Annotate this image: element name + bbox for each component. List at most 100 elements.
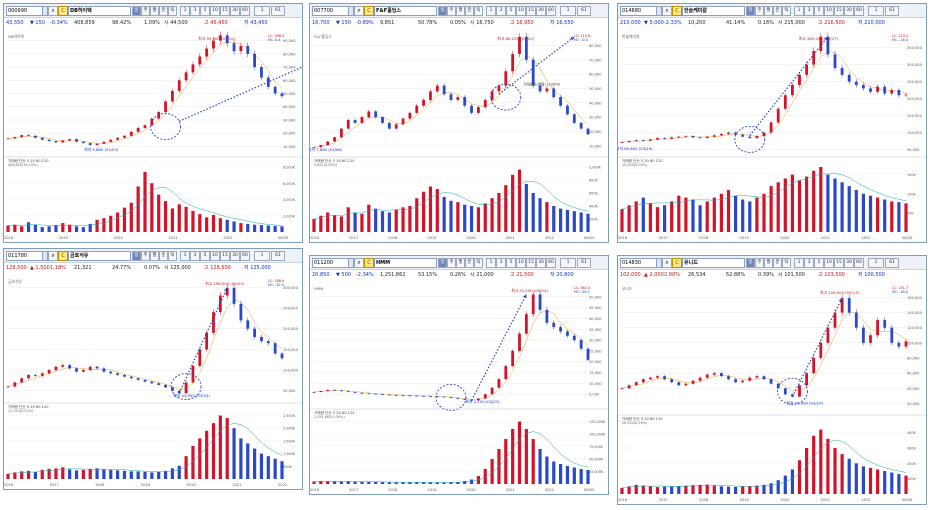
unit-button-10[interactable]: 10 (210, 251, 220, 261)
unit-button-1[interactable]: 1 (794, 6, 804, 16)
count-input[interactable]: 1 (868, 6, 884, 16)
unit-button-1[interactable]: 1 (794, 258, 804, 268)
period-button-2[interactable]: 월 (456, 258, 465, 268)
unit-button-60[interactable]: 60 (546, 6, 556, 16)
unit-button-3[interactable]: 3 (190, 6, 200, 16)
unit-button-10[interactable]: 10 (210, 6, 220, 16)
unit-button-1[interactable]: 1 (486, 6, 496, 16)
code-dropdown-icon[interactable] (656, 258, 662, 268)
unit-button-5[interactable]: 5 (200, 251, 210, 261)
period-button-0[interactable]: 일 (746, 6, 755, 16)
count2-input[interactable]: 61 (271, 6, 285, 16)
period-button-3[interactable]: 분 (773, 258, 782, 268)
code-dropdown-icon[interactable] (42, 251, 48, 261)
unit-button-30[interactable]: 30 (844, 258, 854, 268)
count2-input[interactable]: 61 (885, 6, 899, 16)
unit-button-1[interactable]: 1 (180, 251, 190, 261)
unit-button-3[interactable]: 3 (190, 251, 200, 261)
unit-button-30[interactable]: 30 (536, 258, 546, 268)
search-icon[interactable]: ⌕ (662, 6, 672, 16)
count-input[interactable]: 1 (254, 251, 270, 261)
period-button-1[interactable]: 주 (447, 6, 456, 16)
period-button-3[interactable]: 분 (773, 6, 782, 16)
period-button-0[interactable]: 일 (132, 6, 141, 16)
count2-input[interactable]: 61 (885, 258, 899, 268)
unit-button-15[interactable]: 15 (220, 251, 230, 261)
period-button-1[interactable]: 주 (755, 6, 764, 16)
search-icon[interactable]: ⌕ (48, 251, 58, 261)
unit-button-5[interactable]: 5 (506, 258, 516, 268)
stock-code-input[interactable]: 014830 (620, 258, 657, 268)
unit-button-1[interactable]: 1 (486, 258, 496, 268)
period-button-1[interactable]: 주 (755, 258, 764, 268)
unit-button-5[interactable]: 5 (200, 6, 210, 16)
unit-button-15[interactable]: 15 (220, 6, 230, 16)
period-button-3[interactable]: 분 (159, 6, 168, 16)
unit-button-30[interactable]: 30 (536, 6, 546, 16)
unit-button-60[interactable]: 60 (240, 6, 250, 16)
unit-button-30[interactable]: 30 (230, 6, 240, 16)
period-button-3[interactable]: 분 (465, 258, 474, 268)
unit-button-30[interactable]: 30 (230, 251, 240, 261)
unit-button-1[interactable]: 1 (180, 6, 190, 16)
period-button-2[interactable]: 월 (150, 6, 159, 16)
unit-button-30[interactable]: 30 (844, 6, 854, 16)
code-dropdown-icon[interactable] (656, 6, 662, 16)
unit-button-10[interactable]: 10 (516, 258, 526, 268)
unit-button-15[interactable]: 15 (834, 6, 844, 16)
unit-button-3[interactable]: 3 (804, 258, 814, 268)
period-button-4[interactable]: 틱 (168, 251, 177, 261)
unit-button-3[interactable]: 3 (496, 6, 506, 16)
period-button-2[interactable]: 월 (456, 6, 465, 16)
unit-button-15[interactable]: 15 (834, 258, 844, 268)
stock-code-input[interactable]: 011780 (6, 251, 43, 261)
period-button-0[interactable]: 일 (438, 258, 447, 268)
period-button-4[interactable]: 틱 (474, 258, 483, 268)
count2-input[interactable]: 61 (577, 258, 591, 268)
code-dropdown-icon[interactable] (348, 6, 354, 16)
unit-button-60[interactable]: 60 (854, 258, 864, 268)
period-button-0[interactable]: 일 (746, 258, 755, 268)
period-button-3[interactable]: 분 (465, 6, 474, 16)
stock-code-input[interactable]: 000990 (6, 6, 43, 16)
unit-button-3[interactable]: 3 (804, 6, 814, 16)
search-icon[interactable]: ⌕ (48, 6, 58, 16)
period-button-1[interactable]: 주 (141, 251, 150, 261)
period-button-2[interactable]: 월 (764, 6, 773, 16)
unit-button-5[interactable]: 5 (814, 6, 824, 16)
period-button-4[interactable]: 틱 (782, 258, 791, 268)
count2-input[interactable]: 61 (577, 6, 591, 16)
stock-code-input[interactable]: 007700 (312, 6, 349, 16)
unit-button-60[interactable]: 60 (854, 6, 864, 16)
unit-button-10[interactable]: 10 (824, 6, 834, 16)
code-dropdown-icon[interactable] (348, 258, 354, 268)
period-button-2[interactable]: 월 (150, 251, 159, 261)
unit-button-5[interactable]: 5 (506, 6, 516, 16)
code-dropdown-icon[interactable] (42, 6, 48, 16)
count-input[interactable]: 1 (560, 258, 576, 268)
period-button-1[interactable]: 주 (141, 6, 150, 16)
unit-button-60[interactable]: 60 (546, 258, 556, 268)
search-icon[interactable]: ⌕ (354, 258, 364, 268)
count-input[interactable]: 1 (868, 258, 884, 268)
period-button-0[interactable]: 일 (132, 251, 141, 261)
count-input[interactable]: 1 (254, 6, 270, 16)
unit-button-10[interactable]: 10 (516, 6, 526, 16)
period-button-1[interactable]: 주 (447, 258, 456, 268)
period-button-4[interactable]: 틱 (474, 6, 483, 16)
period-button-3[interactable]: 분 (159, 251, 168, 261)
period-button-2[interactable]: 월 (764, 258, 773, 268)
unit-button-60[interactable]: 60 (240, 251, 250, 261)
unit-button-3[interactable]: 3 (496, 258, 506, 268)
stock-code-input[interactable]: 014680 (620, 6, 657, 16)
stock-code-input[interactable]: 011200 (312, 258, 349, 268)
search-icon[interactable]: ⌕ (354, 6, 364, 16)
unit-button-15[interactable]: 15 (526, 258, 536, 268)
period-button-4[interactable]: 틱 (168, 6, 177, 16)
unit-button-5[interactable]: 5 (814, 258, 824, 268)
unit-button-10[interactable]: 10 (824, 258, 834, 268)
period-button-0[interactable]: 일 (438, 6, 447, 16)
count2-input[interactable]: 61 (271, 251, 285, 261)
unit-button-15[interactable]: 15 (526, 6, 536, 16)
count-input[interactable]: 1 (560, 6, 576, 16)
